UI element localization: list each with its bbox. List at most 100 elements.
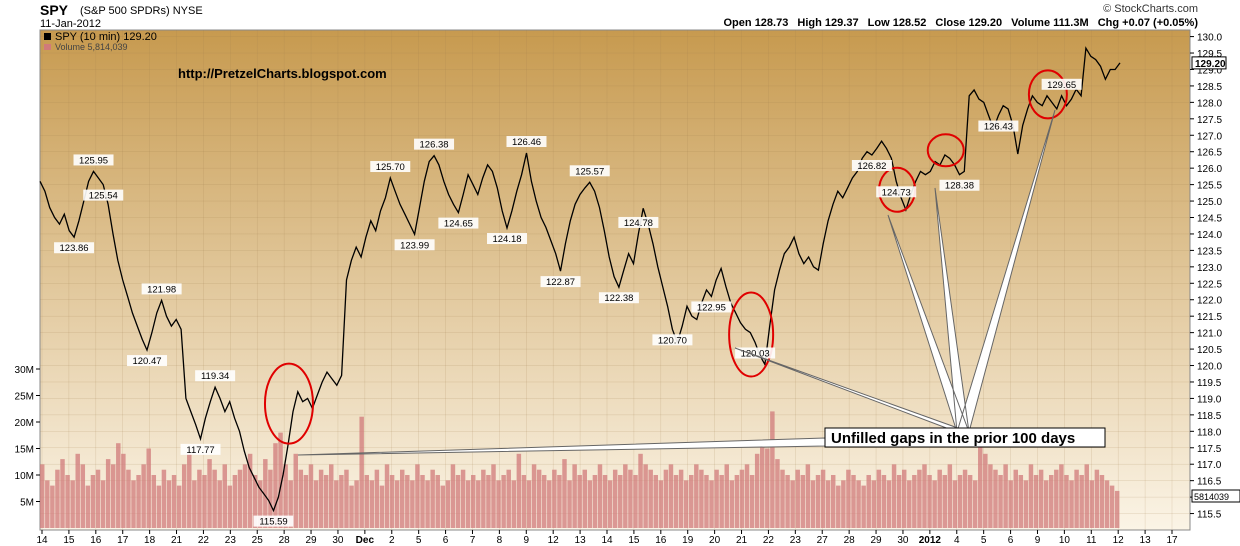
- gap-circle: [926, 133, 965, 168]
- volume-bar: [232, 475, 238, 528]
- volume-bar: [369, 480, 375, 528]
- volume-bar: [181, 464, 187, 528]
- volume-bar: [410, 480, 415, 528]
- volume-bar: [247, 453, 253, 528]
- volume-bar: [75, 453, 80, 528]
- volume-bar: [151, 475, 157, 528]
- volume-bar: [851, 475, 856, 528]
- price-label: 126.82: [857, 161, 886, 172]
- volume-bar: [288, 480, 293, 528]
- volume-bar: [344, 469, 349, 528]
- x-tick-label: 13: [1140, 535, 1152, 546]
- gap-circle: [728, 291, 775, 378]
- volume-bar: [658, 480, 664, 528]
- price-tick-label: 118.5: [1197, 411, 1222, 422]
- volume-bar: [258, 480, 263, 528]
- price-label-bg: [83, 189, 124, 201]
- gap-circle: [263, 362, 314, 445]
- volume-bar: [1069, 480, 1074, 528]
- x-tick-label: 22: [763, 535, 775, 546]
- volume-bar: [754, 453, 760, 528]
- volume-tick-label: 25M: [15, 392, 34, 403]
- volume-bar: [1074, 469, 1079, 528]
- volume-bar: [607, 480, 613, 528]
- price-label: 115.59: [259, 517, 287, 528]
- price-label-bg: [253, 515, 294, 527]
- volume-bar: [1018, 475, 1024, 528]
- volume-bar: [643, 464, 648, 528]
- volume-bar: [455, 475, 461, 528]
- volume-bar: [1043, 480, 1049, 528]
- price-label: 125.70: [376, 162, 405, 173]
- price-label-bg: [978, 120, 1019, 132]
- price-label-bg: [851, 160, 892, 171]
- volume-bar: [222, 464, 228, 528]
- ticker-symbol: SPY: [40, 2, 69, 18]
- volume-bar: [922, 464, 927, 528]
- volume-bar: [978, 432, 983, 528]
- volume-bar: [668, 464, 674, 528]
- x-tick-label: 21: [171, 535, 183, 546]
- volume-bar: [273, 443, 278, 528]
- volume-bar: [55, 469, 60, 528]
- price-label: 124.73: [882, 187, 911, 198]
- price-tick-label: 117.5: [1197, 444, 1222, 455]
- volume-bar: [374, 469, 380, 528]
- stat-open: Open 128.73: [723, 17, 789, 29]
- volume-bar: [1059, 464, 1064, 528]
- volume-bar: [993, 469, 998, 528]
- volume-bar: [465, 480, 471, 528]
- volume-bar: [709, 480, 714, 528]
- x-tick-label: 2: [389, 535, 395, 546]
- volume-bar: [496, 480, 501, 528]
- volume-bar: [110, 464, 116, 528]
- price-label: 122.95: [697, 302, 726, 313]
- price-label: 125.95: [79, 155, 108, 166]
- volume-bar: [937, 469, 942, 528]
- price-label-bg: [180, 443, 221, 455]
- x-tick-label: 11: [1086, 535, 1097, 546]
- volume-bar: [582, 469, 588, 528]
- volume-bar: [329, 464, 334, 528]
- x-tick-label: 5: [416, 535, 422, 546]
- x-tick-label: 30: [332, 535, 344, 546]
- volume-bar: [714, 469, 719, 528]
- last-price-label: 129.20: [1195, 59, 1226, 70]
- price-label-bg: [1041, 78, 1082, 90]
- volume-bar: [354, 480, 359, 528]
- volume-bar: [541, 475, 547, 528]
- price-label-bg: [127, 355, 168, 367]
- price-label-bg: [54, 242, 95, 254]
- callout: Unfilled gaps in the prior 100 days: [297, 109, 1106, 456]
- volume-bar: [1023, 480, 1029, 528]
- ohlc-stats: Open 128.73 High 129.37 Low 128.52 Close…: [718, 17, 1199, 29]
- volume-bar: [491, 464, 496, 528]
- volume-bar: [435, 475, 440, 528]
- price-tick-label: 122.5: [1197, 279, 1222, 290]
- volume-bar: [141, 464, 146, 528]
- volume-bar: [85, 485, 91, 528]
- price-label-bg: [540, 276, 581, 288]
- volume-bar: [587, 480, 593, 528]
- price-label: 123.86: [60, 243, 89, 254]
- volume-bar: [790, 480, 795, 528]
- volume-bar: [592, 475, 598, 528]
- x-tick-label: 4: [954, 535, 960, 546]
- volume-bar: [623, 464, 628, 528]
- volume-bar: [415, 464, 420, 528]
- price-label: 125.57: [575, 166, 604, 177]
- x-tick-label: 12: [548, 535, 560, 546]
- volume-bar: [511, 480, 517, 528]
- volume-bar: [430, 469, 435, 528]
- volume-bar: [983, 453, 988, 528]
- volume-bar: [405, 475, 410, 528]
- chart-date: 11-Jan-2012: [40, 18, 101, 30]
- volume-tick-label: 15M: [15, 445, 34, 456]
- price-tick-label: 123.5: [1197, 246, 1222, 257]
- volume-bar: [50, 485, 55, 528]
- volume-bar: [192, 480, 197, 528]
- volume-bar: [334, 480, 339, 528]
- volume-bar: [901, 469, 907, 528]
- volume-bar: [65, 475, 70, 528]
